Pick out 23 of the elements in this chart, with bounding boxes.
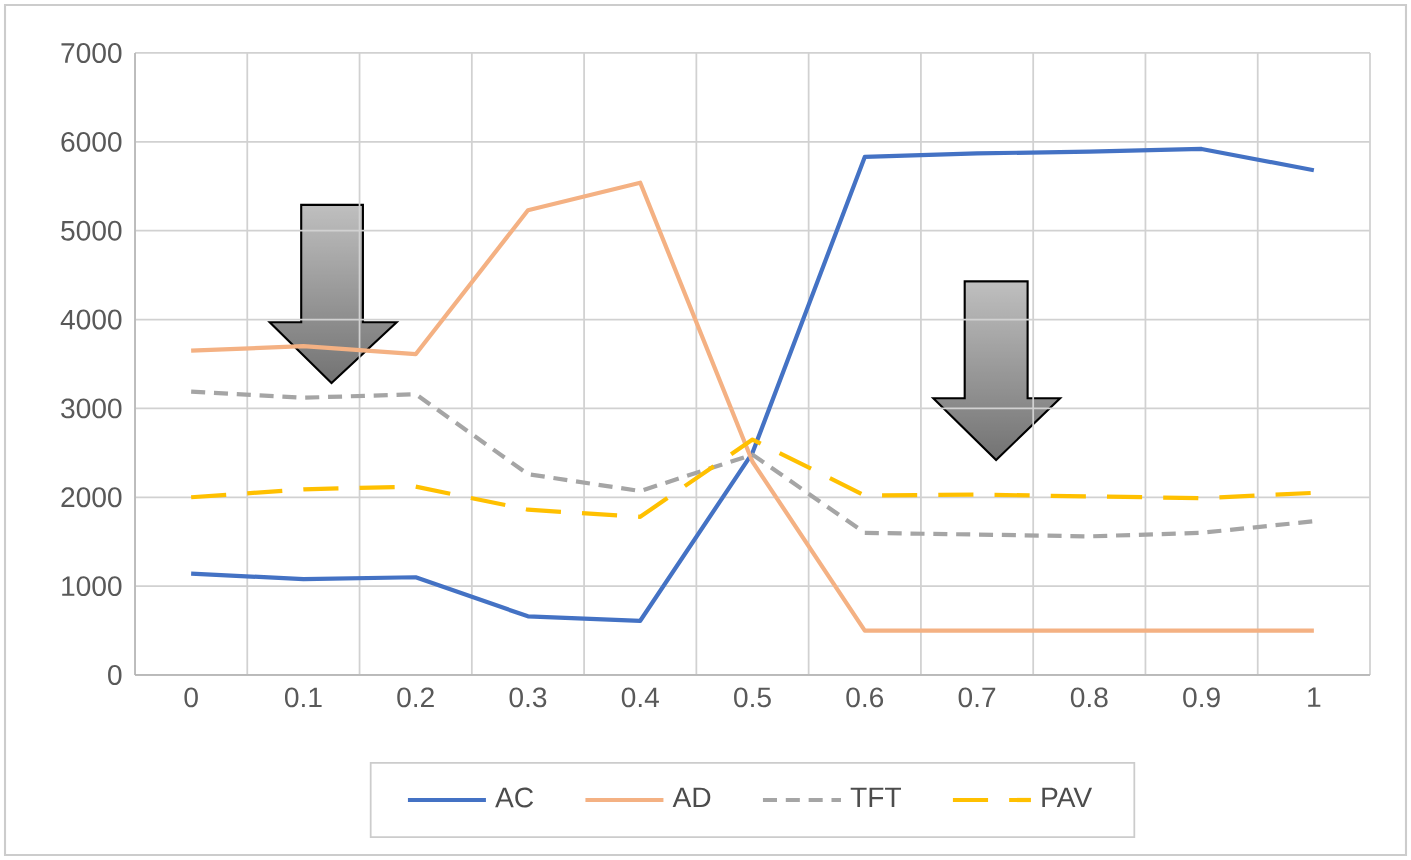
x-tick-label: 0.6 [846, 687, 884, 708]
y-tick-label: 7000 [61, 43, 122, 63]
x-tick-label: 0.2 [397, 687, 434, 708]
y-tick-label: 4000 [60, 309, 122, 330]
legend-label: TFT [850, 787, 901, 808]
legend-label: AD [672, 787, 711, 808]
x-tick-label: 0.3 [509, 687, 547, 708]
x-tick-label: 0.7 [958, 687, 996, 708]
y-tick-label: 2000 [61, 487, 122, 508]
x-tick-label: 0.1 [284, 687, 322, 708]
y-tick-label: 0 [108, 665, 122, 685]
x-tick-label: 0 [184, 687, 198, 708]
y-tick-label: 5000 [61, 220, 122, 241]
x-tick-label: 0.5 [734, 687, 771, 708]
x-tick-label: 0.8 [1070, 687, 1108, 708]
legend-label: AC [495, 787, 534, 808]
x-tick-label: 1 [1308, 687, 1321, 707]
y-tick-label: 3000 [61, 398, 122, 419]
y-tick-label: 6000 [61, 131, 122, 152]
x-tick-label: 0.4 [621, 687, 659, 708]
y-tick-label: 1000 [62, 576, 122, 597]
x-tick-label: 0.9 [1183, 687, 1220, 708]
legend-label: PAV [1042, 787, 1093, 808]
